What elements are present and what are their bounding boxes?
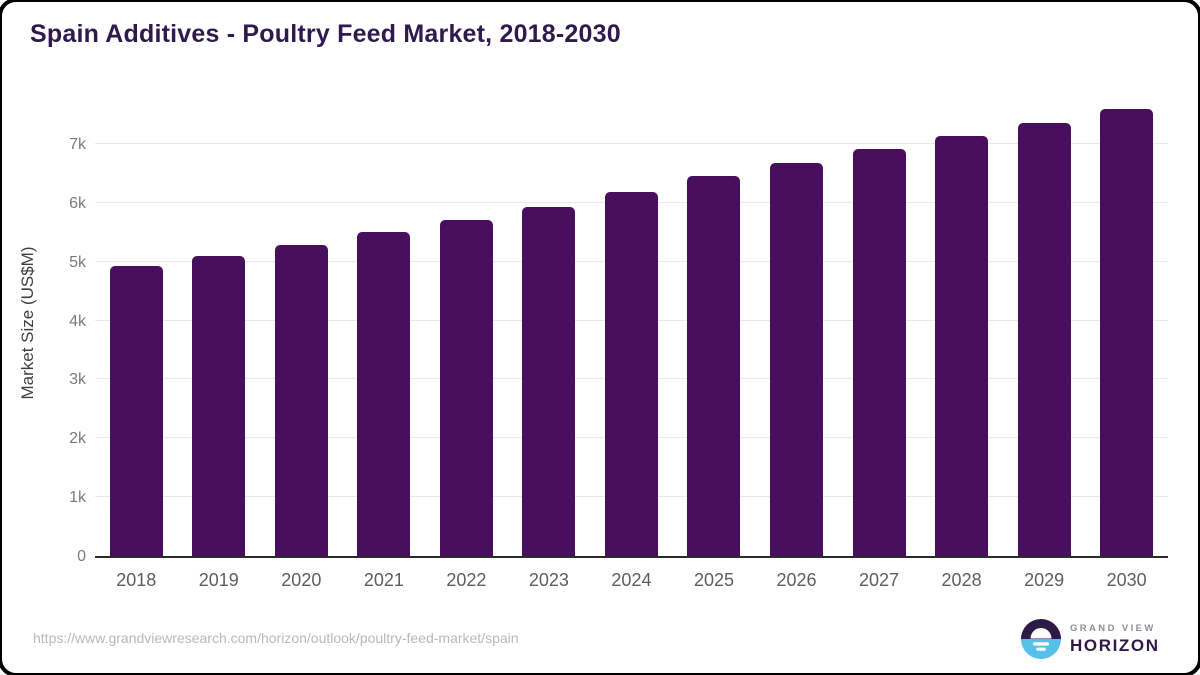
- logo-text: GRAND VIEW HORIZON: [1070, 623, 1160, 656]
- x-label-2026: 2026: [776, 570, 817, 590]
- x-axis-labels: 2018 2019 2020 2021 2022 2023 2024 2025 2026 2027…: [95, 570, 1168, 591]
- x-label-2027: 2027: [859, 570, 900, 590]
- x-label-2028: 2028: [941, 570, 982, 590]
- x-label-2023: 2023: [528, 570, 569, 590]
- bar-2019[interactable]: [192, 256, 246, 556]
- chart-title: Spain Additives - Poultry Feed Market, 2…: [30, 20, 621, 48]
- bar-slot-2021: [343, 86, 426, 556]
- bar-2020[interactable]: [274, 245, 328, 556]
- ytick-label-4k: 4k: [69, 312, 86, 330]
- bar-2027[interactable]: [852, 149, 906, 556]
- bar-slot-2019: [178, 86, 261, 556]
- ytick-label-3k: 3k: [69, 371, 86, 389]
- bar-2026[interactable]: [770, 163, 824, 556]
- bar-slot-2027: [838, 86, 921, 556]
- bar-2029[interactable]: [1017, 123, 1071, 556]
- x-label-2025: 2025: [693, 570, 734, 590]
- x-label-2018: 2018: [116, 570, 157, 590]
- bar-2030[interactable]: [1100, 109, 1154, 556]
- x-label-2029: 2029: [1024, 570, 1065, 590]
- bar-2025[interactable]: [687, 176, 741, 556]
- bar-slot-2026: [755, 86, 838, 556]
- bar-2022[interactable]: [439, 219, 493, 556]
- x-label-2022: 2022: [446, 570, 487, 590]
- gridline-7k: [95, 143, 1168, 145]
- ytick-label-0: 0: [77, 548, 86, 565]
- ytick-label-6k: 6k: [69, 194, 86, 212]
- source-url: https://www.grandviewresearch.com/horizo…: [33, 630, 519, 646]
- ytick-label-5k: 5k: [69, 253, 86, 271]
- horizon-logo-icon: [1021, 619, 1061, 659]
- bar-slot-2028: [920, 86, 1003, 556]
- x-label-2024: 2024: [611, 570, 652, 590]
- bar-slot-2022: [425, 86, 508, 556]
- bar-series: [95, 86, 1168, 556]
- logo-horizon-label: HORIZON: [1070, 635, 1160, 655]
- x-label-2021: 2021: [363, 570, 404, 590]
- bar-slot-2023: [508, 86, 591, 556]
- grand-view-horizon-logo: GRAND VIEW HORIZON: [1021, 619, 1160, 659]
- plot-area: [95, 86, 1168, 558]
- bar-slot-2020: [260, 86, 343, 556]
- logo-grand-view-label: GRAND VIEW: [1070, 622, 1156, 634]
- x-label-2020: 2020: [281, 570, 322, 590]
- ytick-label-1k: 1k: [69, 489, 86, 507]
- bar-slot-2030: [1085, 86, 1168, 556]
- bar-slot-2024: [590, 86, 673, 556]
- x-label-2030: 2030: [1106, 570, 1147, 590]
- bar-slot-2025: [673, 86, 756, 556]
- bar-slot-2029: [1003, 86, 1086, 556]
- bar-2024[interactable]: [604, 192, 658, 556]
- ytick-label-7k: 7k: [69, 136, 86, 153]
- bar-2028[interactable]: [935, 136, 989, 556]
- x-label-2019: 2019: [198, 570, 239, 590]
- bar-2021[interactable]: [357, 232, 411, 556]
- bar-2018[interactable]: [109, 265, 163, 556]
- bar-slot-2018: [95, 86, 178, 556]
- bar-2023[interactable]: [522, 206, 576, 556]
- ytick-label-2k: 2k: [69, 430, 86, 448]
